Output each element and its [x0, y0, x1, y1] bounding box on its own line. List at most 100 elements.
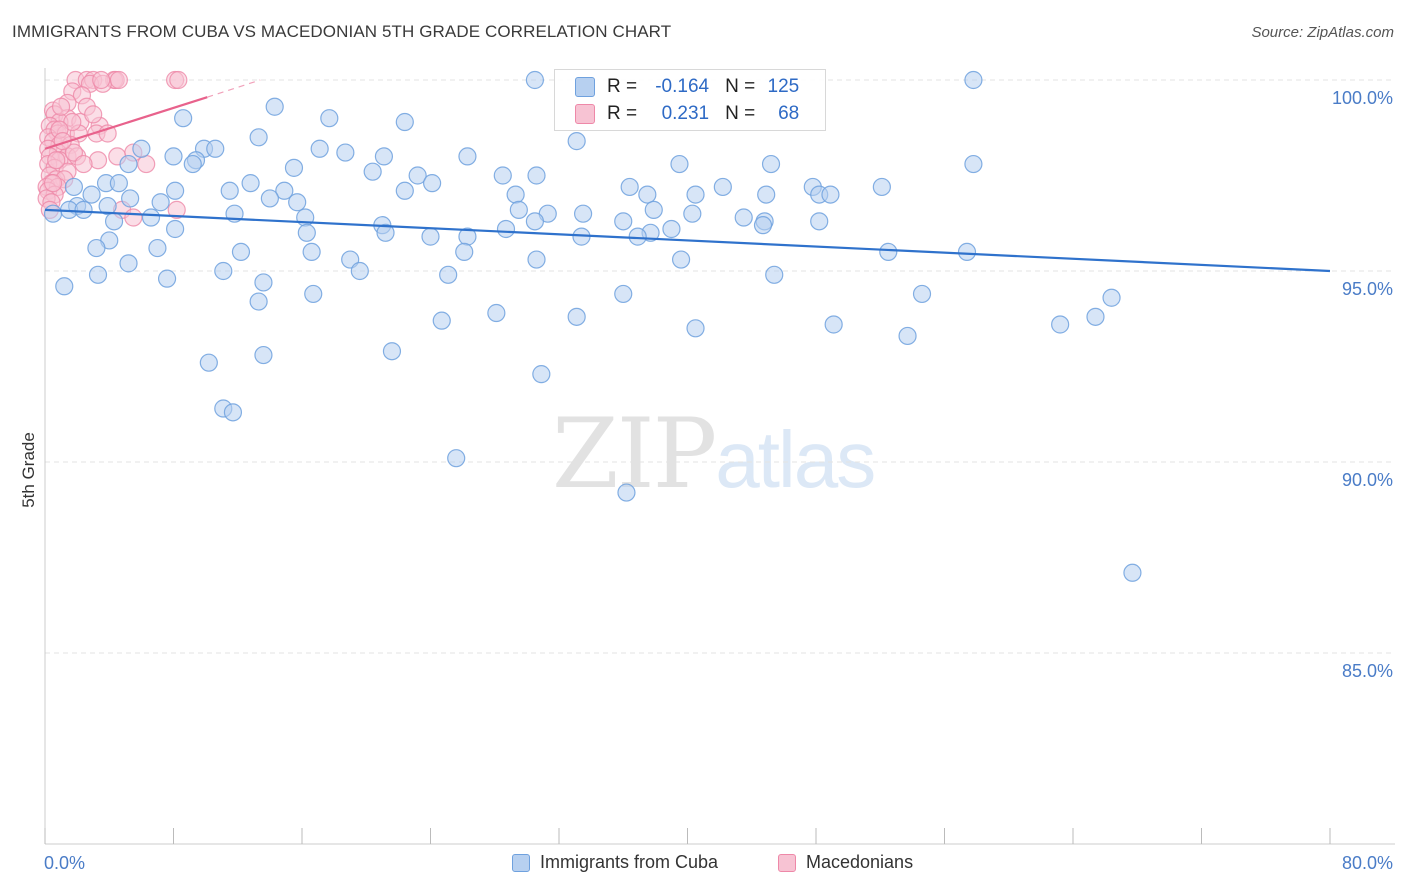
- data-point-cuba: [824, 315, 843, 334]
- y-tick-label: 95.0%: [1342, 279, 1393, 299]
- data-point-cuba: [350, 261, 369, 281]
- data-point-cuba: [964, 70, 983, 90]
- data-point-cuba: [109, 174, 128, 193]
- legend-swatch-cuba: [512, 853, 530, 872]
- data-point-cuba: [151, 193, 170, 212]
- data-point-macedonians: [74, 154, 93, 174]
- data-point-cuba: [408, 166, 427, 185]
- data-point-cuba: [617, 483, 636, 502]
- stats-n-value: 68: [778, 103, 800, 124]
- data-point-cuba: [183, 154, 202, 174]
- trendline-macedonians-extension: [207, 79, 261, 98]
- data-point-cuba: [525, 212, 545, 231]
- data-point-cuba: [455, 242, 474, 261]
- y-tick-label: 85.0%: [1342, 661, 1393, 681]
- gridlines: [45, 79, 1395, 654]
- data-point-cuba: [141, 208, 161, 227]
- data-point-cuba: [74, 200, 93, 219]
- data-point-cuba: [395, 181, 414, 200]
- data-point-cuba: [765, 265, 784, 284]
- stats-row-macedonians: R = 0.231 N = 68: [575, 101, 799, 127]
- source-credit: Source: ZipAtlas.com: [1251, 24, 1394, 41]
- stats-r-label: R =: [607, 103, 638, 124]
- data-point-cuba: [1086, 307, 1105, 326]
- data-point-cuba: [821, 185, 840, 204]
- data-point-macedonians: [84, 105, 103, 124]
- legend-item-macedonians[interactable]: Macedonians: [778, 852, 913, 873]
- data-point-macedonians: [124, 208, 143, 227]
- stats-r-label: R =: [607, 76, 638, 97]
- data-point-macedonians: [47, 151, 66, 170]
- data-point-cuba: [104, 212, 124, 231]
- data-point-cuba: [98, 196, 117, 216]
- trendline-cuba: [44, 208, 1331, 273]
- data-point-cuba: [254, 345, 273, 365]
- x-tick-label: 0.0%: [44, 853, 85, 873]
- data-point-cuba: [898, 326, 917, 346]
- data-point-cuba: [288, 193, 307, 212]
- y-axis-label: 5th Grade: [19, 432, 38, 508]
- data-point-cuba: [662, 219, 681, 239]
- stats-row-cuba: R = -0.164 N = 125: [575, 74, 799, 100]
- watermark-atlas: atlas: [715, 415, 876, 504]
- data-point-cuba: [336, 143, 355, 162]
- data-point-cuba: [614, 212, 633, 231]
- data-point-macedonians: [137, 154, 156, 174]
- data-point-cuba: [493, 166, 512, 185]
- stats-n-value: 125: [767, 76, 800, 97]
- data-point-cuba: [734, 208, 753, 227]
- legend-item-cuba[interactable]: Immigrants from Cuba: [512, 852, 718, 873]
- data-point-cuba: [55, 277, 74, 296]
- data-point-cuba: [686, 319, 705, 338]
- bottom-legend: Immigrants from Cuba Macedonians: [0, 852, 1406, 878]
- data-point-cuba: [421, 227, 440, 246]
- data-point-cuba: [964, 154, 983, 174]
- data-point-cuba: [644, 200, 663, 219]
- data-point-cuba: [310, 139, 329, 158]
- data-point-cuba: [64, 177, 84, 197]
- data-point-cuba: [223, 403, 243, 422]
- data-point-cuba: [206, 139, 225, 158]
- data-point-cuba: [254, 273, 273, 292]
- data-point-cuba: [87, 238, 106, 258]
- data-point-cuba: [320, 109, 339, 128]
- data-point-cuba: [761, 154, 781, 174]
- x-tick-label: 80.0%: [1342, 853, 1393, 873]
- data-point-cuba: [304, 284, 323, 304]
- data-point-cuba: [249, 292, 268, 311]
- data-point-cuba: [487, 303, 506, 323]
- data-point-cuba: [284, 158, 304, 177]
- data-point-cuba: [628, 227, 647, 246]
- data-point-cuba: [439, 265, 458, 284]
- legend-swatch-macedonians: [778, 853, 796, 872]
- data-point-cuba: [395, 112, 414, 132]
- data-point-cuba: [527, 166, 546, 185]
- data-point-cuba: [166, 219, 185, 239]
- data-point-cuba: [164, 147, 183, 166]
- data-point-macedonians: [169, 70, 188, 90]
- data-point-cuba: [1051, 315, 1070, 334]
- data-point-cuba: [567, 307, 586, 326]
- series-macedonians: [37, 70, 188, 227]
- data-point-cuba: [713, 177, 732, 197]
- data-point-cuba: [810, 212, 829, 231]
- data-point-cuba: [1102, 288, 1121, 307]
- stats-n-label: N =: [725, 76, 756, 97]
- data-point-cuba: [119, 254, 138, 273]
- data-point-cuba: [231, 242, 251, 261]
- data-point-cuba: [757, 185, 776, 204]
- data-point-cuba: [132, 139, 151, 158]
- stats-swatch-macedonians: [575, 104, 595, 124]
- legend-label-macedonians: Macedonians: [806, 852, 914, 872]
- data-point-cuba: [532, 365, 551, 384]
- data-point-cuba: [509, 200, 528, 219]
- data-point-cuba: [302, 242, 321, 261]
- data-point-cuba: [363, 162, 382, 181]
- data-point-cuba: [912, 284, 932, 304]
- data-point-macedonians: [109, 70, 128, 90]
- data-point-macedonians: [51, 97, 71, 116]
- data-point-cuba: [753, 216, 773, 235]
- data-point-cuba: [458, 147, 477, 166]
- data-point-cuba: [567, 132, 586, 151]
- data-point-cuba: [275, 181, 294, 200]
